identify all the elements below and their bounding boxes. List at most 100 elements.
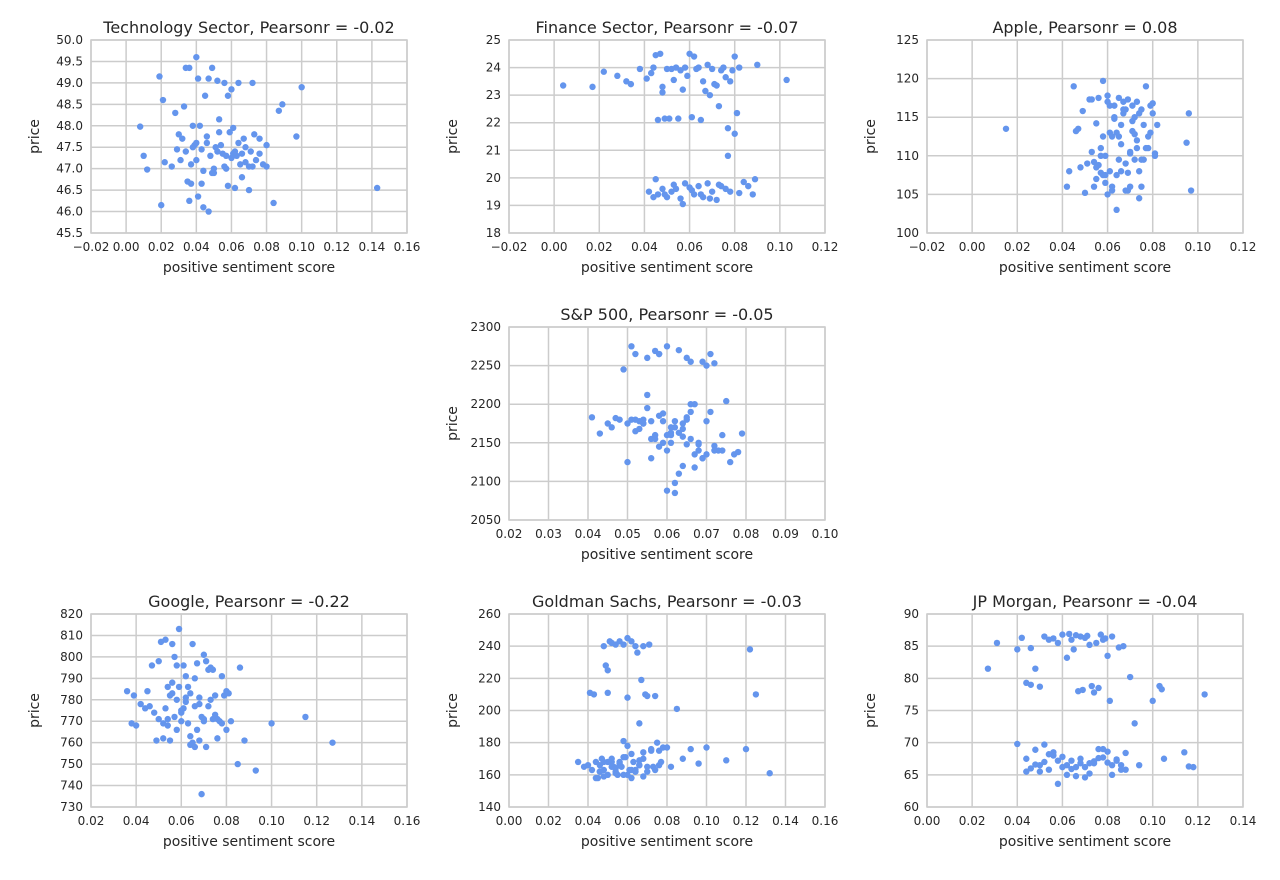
chart-title: Finance Sector, Pearsonr = -0.07 <box>535 18 798 37</box>
data-point <box>1181 749 1188 756</box>
data-point <box>1090 158 1098 166</box>
data-point <box>671 489 679 497</box>
x-tick-label: 0.00 <box>914 814 941 828</box>
data-point <box>373 184 381 192</box>
x-tick-label: 0.08 <box>1094 814 1121 828</box>
y-tick-label: 2100 <box>470 474 501 488</box>
y-tick-label: 48.5 <box>56 97 83 111</box>
data-point <box>198 180 205 187</box>
data-point <box>159 96 167 104</box>
data-point <box>640 642 647 650</box>
data-point <box>675 470 683 477</box>
data-point <box>302 713 309 721</box>
x-tick-label: 0.02 <box>78 814 105 828</box>
data-point <box>1185 110 1193 117</box>
data-point <box>198 790 205 798</box>
data-point <box>196 694 203 701</box>
data-point <box>151 709 158 716</box>
data-point <box>202 657 210 665</box>
data-point <box>628 638 635 645</box>
data-point <box>148 662 156 669</box>
data-point <box>1066 168 1073 175</box>
x-tick-label: 0.04 <box>575 814 602 828</box>
data-point <box>226 129 233 136</box>
data-point <box>632 416 639 423</box>
data-point <box>632 428 639 435</box>
data-point <box>256 135 263 142</box>
data-point <box>209 666 217 673</box>
x-tick-label: 0.02 <box>496 527 523 541</box>
data-point <box>166 737 174 744</box>
data-point <box>648 455 655 462</box>
data-point <box>1129 127 1136 135</box>
data-point <box>655 350 663 358</box>
y-tick-label: 48.0 <box>56 119 83 133</box>
x-tick-label: 0.02 <box>535 814 562 828</box>
data-point <box>720 64 727 71</box>
data-point <box>715 102 723 110</box>
data-point <box>237 161 244 168</box>
data-point <box>707 408 714 416</box>
x-tick-label: 0.12 <box>733 814 760 828</box>
data-point <box>600 68 607 75</box>
data-point <box>1151 152 1159 159</box>
x-tick-label: 0.09 <box>772 527 799 541</box>
data-point <box>604 689 611 697</box>
data-point <box>156 73 163 80</box>
data-point <box>588 766 596 774</box>
data-point <box>1054 780 1062 788</box>
data-point <box>1131 156 1138 163</box>
data-point <box>1122 160 1129 167</box>
data-point <box>574 758 582 766</box>
data-point <box>158 201 165 209</box>
y-tick-label: 790 <box>60 671 83 685</box>
data-point <box>1014 740 1021 748</box>
data-point <box>628 774 635 782</box>
x-tick-label: 0.08 <box>1139 240 1166 254</box>
x-tick-label: 0.16 <box>812 814 839 828</box>
data-point <box>1102 179 1109 187</box>
data-point <box>193 139 200 147</box>
data-point <box>1122 187 1129 194</box>
data-point <box>130 692 138 699</box>
x-tick-label: 0.08 <box>721 240 748 254</box>
data-point <box>161 159 168 166</box>
data-point <box>231 184 239 192</box>
data-point <box>675 115 682 122</box>
data-point <box>1095 754 1102 762</box>
data-point <box>1149 110 1156 117</box>
data-point <box>711 80 718 88</box>
data-point <box>706 91 714 99</box>
data-point <box>1117 121 1125 129</box>
data-point <box>679 86 686 93</box>
data-point <box>632 350 639 358</box>
chart-title: S&P 500, Pearsonr = -0.05 <box>560 305 773 324</box>
data-point <box>620 753 627 761</box>
data-point <box>608 424 615 431</box>
data-point <box>252 767 259 774</box>
data-point <box>214 148 221 155</box>
data-point <box>644 692 651 700</box>
data-point <box>208 64 216 72</box>
data-point <box>1120 642 1127 650</box>
x-tick-label: −0.02 <box>73 240 110 254</box>
data-point <box>691 451 698 458</box>
data-point <box>203 133 211 140</box>
data-point <box>1099 171 1107 179</box>
data-point <box>667 439 675 446</box>
data-point <box>699 358 706 365</box>
data-point <box>1124 96 1132 103</box>
data-point <box>1158 686 1165 693</box>
data-point <box>173 146 181 153</box>
x-tick-label: 0.04 <box>123 814 150 828</box>
data-point <box>684 72 691 80</box>
data-point <box>1108 187 1116 194</box>
data-point <box>608 755 615 762</box>
data-point <box>690 53 698 60</box>
data-point <box>1088 148 1095 156</box>
data-point <box>245 186 253 194</box>
data-point <box>691 464 698 471</box>
x-tick-label: 0.12 <box>303 814 330 828</box>
y-tick-label: 20 <box>486 171 501 185</box>
